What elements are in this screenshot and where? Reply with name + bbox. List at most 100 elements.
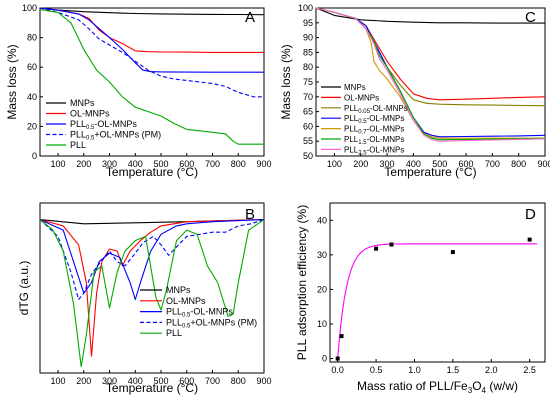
x-axis-title: Temperature (°C) bbox=[106, 165, 198, 179]
panel-d-frame bbox=[329, 202, 546, 363]
panel-label: B bbox=[245, 206, 255, 223]
panel-b-xtick-label: 700 bbox=[205, 376, 220, 386]
y-axis-title: PLL adsorption efficiency (%) bbox=[295, 205, 309, 360]
panel-a-xtick-label: 600 bbox=[179, 159, 194, 169]
panel-a-xtick-label: 200 bbox=[76, 159, 91, 169]
panel-b-frame bbox=[39, 202, 265, 374]
panel-d-xtick-label: 1.0 bbox=[408, 365, 421, 375]
data-point bbox=[335, 356, 340, 361]
panel-a-ytick-label: 60 bbox=[27, 62, 37, 72]
panel-label: C bbox=[525, 9, 536, 26]
series-line bbox=[39, 219, 265, 301]
panel-c-xtick-label: 200 bbox=[353, 159, 368, 169]
y-axis-title: Mass loss (%) bbox=[279, 44, 293, 119]
fit-curve bbox=[335, 243, 538, 359]
data-point bbox=[389, 242, 394, 247]
panel-b-xtick-label: 900 bbox=[256, 376, 271, 386]
legend-label: MNPs bbox=[344, 83, 366, 92]
panel-c-ytick-label: 100 bbox=[298, 3, 313, 13]
legend-label: PLL bbox=[166, 328, 182, 338]
series-line bbox=[315, 7, 546, 142]
legend-label: PLL0.7-OL-MNPs bbox=[344, 125, 404, 136]
panel-d-xtick-label: 0.5 bbox=[370, 365, 383, 375]
panel-c-ytick-label: 80 bbox=[303, 62, 313, 72]
panel-c-ytick-label: 85 bbox=[303, 47, 313, 57]
legend-label: MNPs bbox=[70, 98, 95, 108]
panel-d: 0.0 0.5 1.0 1.5 2.0 2.5 0 10 20 30 40 D Mass ratio o… bbox=[295, 202, 546, 395]
y-axis-title: Mass loss (%) bbox=[5, 44, 19, 119]
panel-c-frame bbox=[315, 7, 546, 157]
panel-a: 100 200 300 400 500 600 700 800 900 0 20 40 60 80 100 A… bbox=[5, 3, 272, 179]
panel-c-xtick-label: 700 bbox=[485, 159, 500, 169]
panel-c-ytick-label: 90 bbox=[303, 33, 313, 43]
panel-c-ytick-label: 75 bbox=[303, 77, 313, 87]
legend-label: PLL0.5-OL-MNPs bbox=[344, 114, 404, 125]
panel-label: A bbox=[245, 9, 255, 26]
panel-c-xtick-label: 800 bbox=[511, 159, 526, 169]
legend-label: OL-MNPs bbox=[344, 93, 379, 102]
panel-a-xtick-label: 100 bbox=[51, 159, 66, 169]
panel-b-xtick-label: 200 bbox=[76, 376, 91, 386]
panel-c-ytick-label: 50 bbox=[303, 151, 313, 161]
panel-b-xtick-label: 400 bbox=[128, 376, 143, 386]
panel-d-xtick-label: 2.5 bbox=[523, 365, 536, 375]
panel-a-xtick-label: 800 bbox=[231, 159, 246, 169]
legend-label: OL-MNPs bbox=[166, 296, 206, 306]
panel-a-xtick-label: 300 bbox=[102, 159, 117, 169]
panel-d-ytick-label: 0 bbox=[322, 354, 327, 364]
series-line bbox=[315, 7, 545, 24]
panel-a-xtick-label: 400 bbox=[128, 159, 143, 169]
y-axis-title: dTG (a.u.) bbox=[17, 261, 31, 316]
legend-label: PLL1.5-OL-MNPs bbox=[344, 135, 404, 146]
legend-label: OL-MNPs bbox=[70, 109, 110, 119]
series-line bbox=[39, 219, 265, 301]
panel-a-frame bbox=[39, 7, 265, 157]
x-axis-title: Temperature (°C) bbox=[384, 165, 476, 179]
panel-d-ytick-label: 20 bbox=[317, 284, 327, 294]
panel-c-xtick-label: 600 bbox=[459, 159, 474, 169]
legend-label: PLL0.05-OL-MNPs bbox=[344, 104, 408, 115]
data-point bbox=[450, 250, 455, 255]
panel-c-ytick-label: 70 bbox=[303, 92, 313, 102]
series-line bbox=[39, 7, 264, 98]
panel-d-xtick-label: 1.5 bbox=[447, 365, 460, 375]
series-line bbox=[39, 219, 265, 368]
panel-d-xtick-label: 2.0 bbox=[485, 365, 498, 375]
panel-d-ytick-label: 10 bbox=[317, 319, 327, 329]
panel-label: D bbox=[525, 206, 536, 223]
panel-b-xtick-label: 800 bbox=[231, 376, 246, 386]
data-point bbox=[527, 237, 532, 242]
series-line bbox=[39, 7, 264, 73]
legend-label: PLL0.5+OL-MNPs (PM) bbox=[166, 317, 257, 329]
legend-label: PLL0.5+OL-MNPs (PM) bbox=[70, 130, 161, 142]
panel-a-ytick-label: 40 bbox=[27, 92, 37, 102]
panel-a-ytick-label: 20 bbox=[27, 121, 37, 131]
panel-b-xtick-label: 500 bbox=[153, 376, 168, 386]
series-line bbox=[39, 7, 265, 16]
legend-label: PLL0.5-OL-MNPs bbox=[70, 119, 137, 131]
data-point bbox=[339, 334, 344, 339]
panel-b-xtick-label: 300 bbox=[102, 376, 117, 386]
panel-a-xtick-label: 500 bbox=[153, 159, 168, 169]
legend-label: PLL bbox=[70, 140, 86, 150]
legend-label: MNPs bbox=[166, 285, 191, 295]
x-axis-title: Mass ratio of PLL/Fe3O4 (w/w) bbox=[357, 379, 518, 395]
series-line bbox=[39, 8, 264, 145]
panel-d-ytick-label: 30 bbox=[317, 250, 327, 260]
panel-b-xtick-label: 600 bbox=[179, 376, 194, 386]
panel-c-ytick-label: 65 bbox=[303, 107, 313, 117]
panel-a-ytick-label: 100 bbox=[22, 3, 37, 13]
panel-c-ytick-label: 60 bbox=[303, 121, 313, 131]
x-axis-title: Temperature (°C) bbox=[106, 381, 198, 395]
panel-d-ytick-label: 40 bbox=[317, 215, 327, 225]
panel-c: 100 200 300 400 500 600 700 800 900 50 55 60 65 70 75 8… bbox=[279, 3, 550, 179]
panel-a-xtick-label: 700 bbox=[205, 159, 220, 169]
panel-a-ytick-label: 0 bbox=[32, 151, 37, 161]
panel-c-xtick-label: 400 bbox=[406, 159, 421, 169]
panel-b: 100 200 300 400 500 600 700 800 900 B Temperature … bbox=[17, 202, 272, 395]
legend-label: PLL0.5-OL-MNPs bbox=[166, 307, 233, 319]
series-line bbox=[39, 219, 265, 357]
legend-label: PLL2.5-OL-MNPs bbox=[344, 145, 404, 156]
panel-c-ytick-label: 55 bbox=[303, 136, 313, 146]
